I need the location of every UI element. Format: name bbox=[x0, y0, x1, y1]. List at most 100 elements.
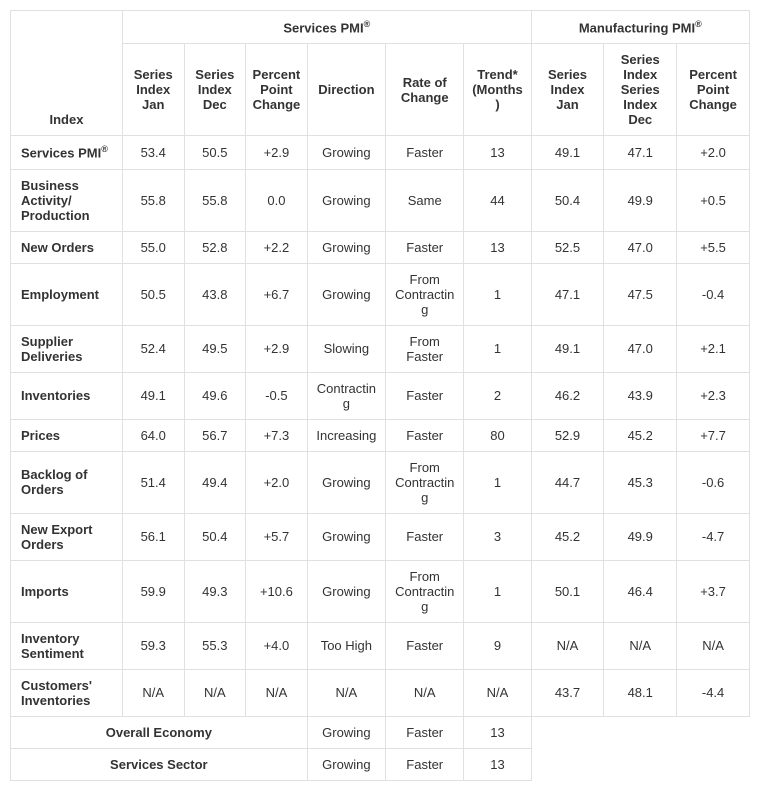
cell-s_pct: +7.3 bbox=[246, 419, 308, 451]
cell-trend: 1 bbox=[464, 560, 531, 622]
cell-dir: Too High bbox=[307, 622, 385, 669]
cell-m_pct: N/A bbox=[677, 622, 750, 669]
col-rate: Rate of Change bbox=[386, 44, 464, 136]
cell-m_dec: 46.4 bbox=[604, 560, 677, 622]
row-label: New Export Orders bbox=[11, 513, 123, 560]
group-services: Services PMI® bbox=[122, 11, 531, 44]
table-row: Inventories49.149.6-0.5ContractingFaster… bbox=[11, 372, 750, 419]
cell-dir: Slowing bbox=[307, 325, 385, 372]
cell-s_jan: 56.1 bbox=[122, 513, 184, 560]
cell-dir: Growing bbox=[307, 560, 385, 622]
cell-trend: 9 bbox=[464, 622, 531, 669]
cell-s_dec: 49.5 bbox=[184, 325, 246, 372]
cell-m_pct: +2.0 bbox=[677, 136, 750, 169]
cell-rate: Faster bbox=[386, 622, 464, 669]
cell-m_pct: -0.6 bbox=[677, 451, 750, 513]
table-row: Employment50.543.8+6.7GrowingFrom Contra… bbox=[11, 263, 750, 325]
row-label: Inventories bbox=[11, 372, 123, 419]
cell-m_jan: 44.7 bbox=[531, 451, 604, 513]
summary-cell-rate: Faster bbox=[386, 748, 464, 780]
col-direction: Direction bbox=[307, 44, 385, 136]
cell-m_pct: -0.4 bbox=[677, 263, 750, 325]
cell-rate: Faster bbox=[386, 513, 464, 560]
cell-trend: N/A bbox=[464, 669, 531, 716]
cell-m_jan: 52.5 bbox=[531, 231, 604, 263]
cell-m_jan: 50.4 bbox=[531, 169, 604, 231]
cell-trend: 13 bbox=[464, 136, 531, 169]
table-row: Prices64.056.7+7.3IncreasingFaster8052.9… bbox=[11, 419, 750, 451]
pmi-table: Index Services PMI® Manufacturing PMI® S… bbox=[10, 10, 750, 781]
cell-s_jan: 52.4 bbox=[122, 325, 184, 372]
cell-dir: Growing bbox=[307, 513, 385, 560]
cell-m_dec: 49.9 bbox=[604, 513, 677, 560]
cell-s_jan: 59.3 bbox=[122, 622, 184, 669]
cell-dir: Contracting bbox=[307, 372, 385, 419]
cell-rate: Faster bbox=[386, 136, 464, 169]
col-services-pct: Percent Point Change bbox=[246, 44, 308, 136]
cell-s_dec: 49.6 bbox=[184, 372, 246, 419]
cell-s_pct: +10.6 bbox=[246, 560, 308, 622]
cell-rate: Same bbox=[386, 169, 464, 231]
table-row: Services PMI®53.450.5+2.9GrowingFaster13… bbox=[11, 136, 750, 169]
cell-m_dec: 47.5 bbox=[604, 263, 677, 325]
cell-s_dec: 50.5 bbox=[184, 136, 246, 169]
cell-s_pct: +5.7 bbox=[246, 513, 308, 560]
cell-trend: 80 bbox=[464, 419, 531, 451]
cell-dir: Increasing bbox=[307, 419, 385, 451]
summary-label: Services Sector bbox=[11, 748, 308, 780]
cell-m_dec: 47.1 bbox=[604, 136, 677, 169]
col-services-dec: Series Index Dec bbox=[184, 44, 246, 136]
cell-s_jan: 53.4 bbox=[122, 136, 184, 169]
cell-s_jan: 51.4 bbox=[122, 451, 184, 513]
cell-dir: N/A bbox=[307, 669, 385, 716]
cell-m_jan: 49.1 bbox=[531, 325, 604, 372]
cell-m_dec: 45.3 bbox=[604, 451, 677, 513]
cell-s_dec: 49.4 bbox=[184, 451, 246, 513]
summary-cell-dir: Growing bbox=[307, 748, 385, 780]
cell-rate: Faster bbox=[386, 231, 464, 263]
table-row: New Export Orders56.150.4+5.7GrowingFast… bbox=[11, 513, 750, 560]
row-label: Customers' Inventories bbox=[11, 669, 123, 716]
cell-s_jan: 55.0 bbox=[122, 231, 184, 263]
cell-trend: 1 bbox=[464, 325, 531, 372]
row-label: Supplier Deliveries bbox=[11, 325, 123, 372]
cell-m_dec: 48.1 bbox=[604, 669, 677, 716]
cell-rate: From Contracting bbox=[386, 560, 464, 622]
cell-m_dec: 49.9 bbox=[604, 169, 677, 231]
table-header: Index Services PMI® Manufacturing PMI® S… bbox=[11, 11, 750, 136]
cell-m_dec: 47.0 bbox=[604, 325, 677, 372]
cell-dir: Growing bbox=[307, 136, 385, 169]
cell-rate: N/A bbox=[386, 669, 464, 716]
cell-trend: 1 bbox=[464, 451, 531, 513]
cell-s_dec: 49.3 bbox=[184, 560, 246, 622]
cell-trend: 13 bbox=[464, 231, 531, 263]
cell-m_pct: -4.7 bbox=[677, 513, 750, 560]
col-mfg-dec: Series Index Series Index Dec bbox=[604, 44, 677, 136]
cell-m_jan: 49.1 bbox=[531, 136, 604, 169]
table-row: Imports59.949.3+10.6GrowingFrom Contract… bbox=[11, 560, 750, 622]
row-label: Business Activity/ Production bbox=[11, 169, 123, 231]
cell-m_jan: 47.1 bbox=[531, 263, 604, 325]
summary-cell-trend: 13 bbox=[464, 748, 531, 780]
cell-m_pct: +7.7 bbox=[677, 419, 750, 451]
summary-body: Overall EconomyGrowingFaster13Services S… bbox=[11, 716, 750, 780]
cell-m_jan: N/A bbox=[531, 622, 604, 669]
table-row: Backlog of Orders51.449.4+2.0GrowingFrom… bbox=[11, 451, 750, 513]
summary-cell-trend: 13 bbox=[464, 716, 531, 748]
cell-s_jan: 49.1 bbox=[122, 372, 184, 419]
row-label: Imports bbox=[11, 560, 123, 622]
row-label: Prices bbox=[11, 419, 123, 451]
cell-dir: Growing bbox=[307, 263, 385, 325]
row-label: Backlog of Orders bbox=[11, 451, 123, 513]
cell-trend: 44 bbox=[464, 169, 531, 231]
table-row: Customers' InventoriesN/AN/AN/AN/AN/AN/A… bbox=[11, 669, 750, 716]
cell-s_pct: +2.9 bbox=[246, 136, 308, 169]
cell-m_pct: +3.7 bbox=[677, 560, 750, 622]
cell-s_dec: N/A bbox=[184, 669, 246, 716]
cell-rate: From Contracting bbox=[386, 451, 464, 513]
cell-s_pct: +2.2 bbox=[246, 231, 308, 263]
cell-s_jan: 64.0 bbox=[122, 419, 184, 451]
row-label: Employment bbox=[11, 263, 123, 325]
cell-s_dec: 55.3 bbox=[184, 622, 246, 669]
cell-m_dec: 45.2 bbox=[604, 419, 677, 451]
